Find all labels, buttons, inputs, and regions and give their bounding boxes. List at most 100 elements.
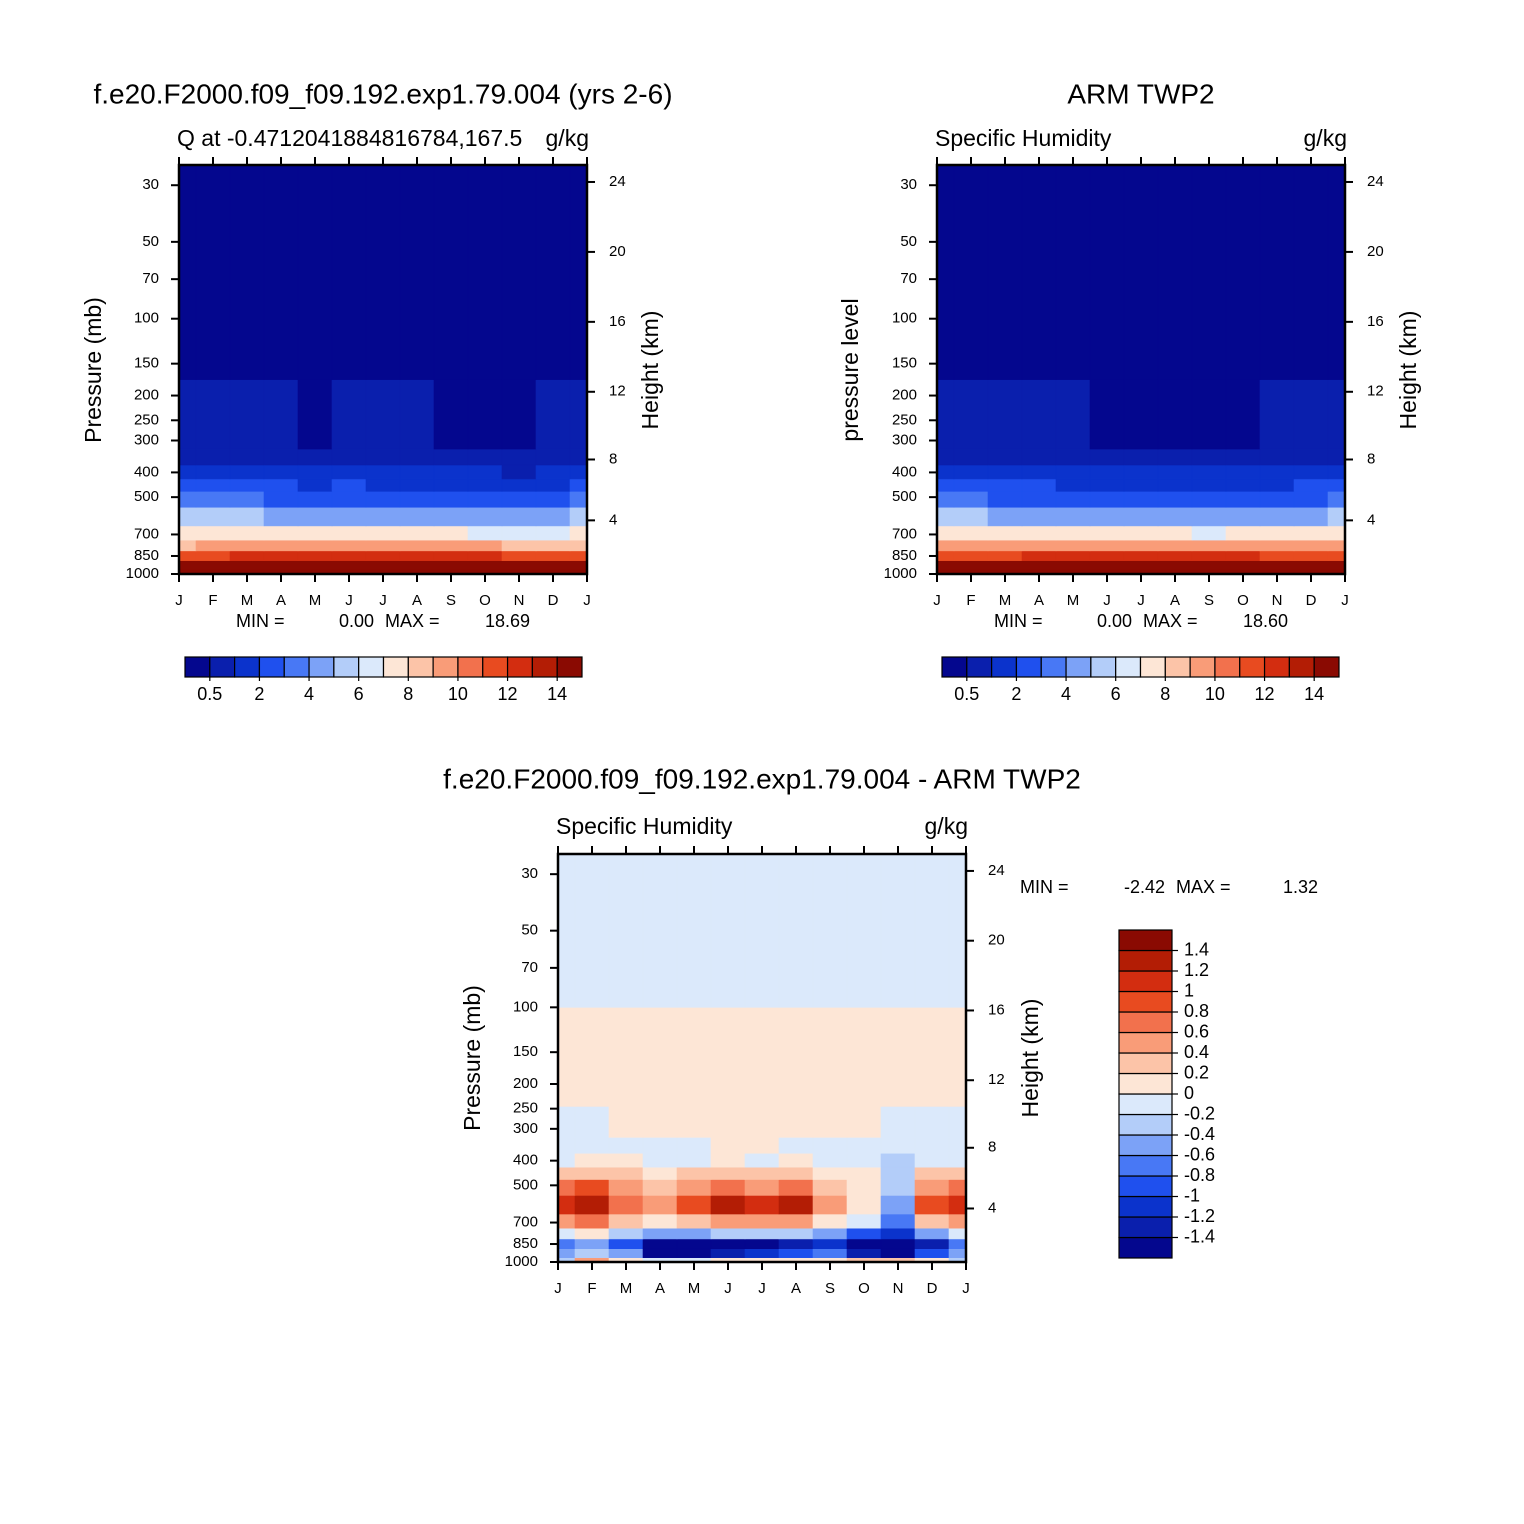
contour-cell (365, 478, 401, 492)
contour-cell (557, 1227, 576, 1240)
contour-cell (467, 379, 503, 450)
y-tick-label: 100 (134, 310, 159, 327)
left-string: Q at -0.4712041884816784,167.5 (177, 125, 522, 151)
contour-cell (569, 550, 588, 561)
y-tick-label: 30 (521, 865, 538, 882)
y-axis-label: Pressure (mb) (80, 297, 106, 443)
contour-cell (399, 539, 435, 552)
contour-cell (229, 448, 265, 466)
contour-cell (1225, 491, 1261, 508)
y-tick-label: 70 (900, 270, 917, 287)
contour-cell (557, 1213, 576, 1229)
contour-cell (297, 379, 333, 450)
contour-cell (778, 1248, 814, 1258)
contour-cell (642, 1238, 678, 1250)
contour-cell (365, 379, 401, 450)
contour-cell (467, 525, 503, 541)
contour-cell (569, 491, 588, 508)
contour-cell (1021, 379, 1057, 450)
contour-cell (557, 1248, 576, 1258)
contour-cell (936, 478, 955, 492)
contour-cell (297, 506, 333, 527)
contour-cell (297, 525, 333, 541)
contour-cell (1327, 448, 1346, 466)
contour-cell (501, 478, 537, 492)
y2-tick-label: 16 (1367, 313, 1384, 330)
contour-cell (778, 1227, 814, 1240)
colorbar-box (1090, 656, 1117, 678)
contour-cell (880, 1238, 916, 1250)
contour-cell (535, 539, 571, 552)
contour-cell (574, 1166, 610, 1180)
contour-cell (263, 506, 299, 527)
contour-cell (987, 448, 1023, 466)
contour-cell (710, 1137, 746, 1154)
y-tick-label: 150 (892, 355, 917, 372)
contour-cell (778, 1152, 814, 1168)
y-axis-label: Pressure (mb) (459, 985, 485, 1131)
colorbar-box (1118, 1113, 1173, 1136)
contour-cell (914, 1166, 950, 1180)
y-tick-label: 700 (134, 525, 159, 542)
contour-cell (297, 491, 333, 508)
x-tick-label: J (758, 1280, 766, 1297)
min-label: MIN = (1020, 877, 1069, 897)
contour-cell (1225, 464, 1261, 480)
colorbar-box (941, 656, 968, 678)
contour-cell (744, 1213, 780, 1229)
contour-cell (608, 1227, 644, 1240)
contour-cell (263, 491, 299, 508)
contour-cell (1123, 164, 1159, 380)
contour-cell (1157, 525, 1193, 541)
contour-cell (880, 1179, 916, 1196)
contour-cell (1191, 478, 1227, 492)
contour-cell (914, 1213, 950, 1229)
colorbar-label: 10 (448, 684, 468, 704)
min-label: MIN = (994, 611, 1043, 631)
contour-cell (1089, 464, 1125, 480)
contour-cell (778, 1238, 814, 1250)
contour-cell (608, 1166, 644, 1180)
y-tick-label: 300 (513, 1120, 538, 1137)
contour-cell (744, 1007, 780, 1107)
contour-cell (569, 560, 588, 570)
contour-cell (1225, 448, 1261, 466)
contour-cell (608, 1248, 644, 1258)
contour-cell (1157, 448, 1193, 466)
contour-cell (1021, 464, 1057, 480)
contour-cell (1123, 448, 1159, 466)
contour-cell (812, 1195, 848, 1215)
contour-cell (365, 506, 401, 527)
contour-cell (914, 1007, 950, 1107)
panel-title: f.e20.F2000.f09_f09.192.exp1.79.004 (yrs… (93, 78, 672, 109)
contour-cell (297, 164, 333, 380)
contour-cell (297, 478, 333, 492)
colorbar: 0.5 2 4 6 8 10 12 14 (184, 656, 583, 704)
contour-cell (1293, 478, 1329, 492)
x-tick-label: M (999, 592, 1012, 609)
y-tick-label: 300 (134, 431, 159, 448)
contour-cell (501, 464, 537, 480)
y-tick-label: 200 (513, 1075, 538, 1092)
contour-cell (1089, 525, 1125, 541)
contour-cell (501, 164, 537, 380)
contour-cell (778, 1166, 814, 1180)
contour-cell (229, 478, 265, 492)
contour-cell (1225, 506, 1261, 527)
contour-cell (1055, 525, 1091, 541)
x-tick-label: A (412, 592, 422, 609)
contour-cell (880, 1227, 916, 1240)
x-tick-label: A (276, 592, 286, 609)
contour-cell (178, 464, 197, 480)
contour-cell (948, 1227, 967, 1240)
contour-cell (195, 491, 231, 508)
y2-tick-label: 16 (609, 313, 626, 330)
x-tick-label: J (724, 1280, 732, 1297)
colorbar-label: 0.5 (197, 684, 222, 704)
contour-cell (676, 853, 712, 1008)
colorbar-box (333, 656, 360, 678)
max-label: MAX = (385, 611, 440, 631)
contour-cell (744, 1238, 780, 1250)
contour-cell (557, 1166, 576, 1180)
